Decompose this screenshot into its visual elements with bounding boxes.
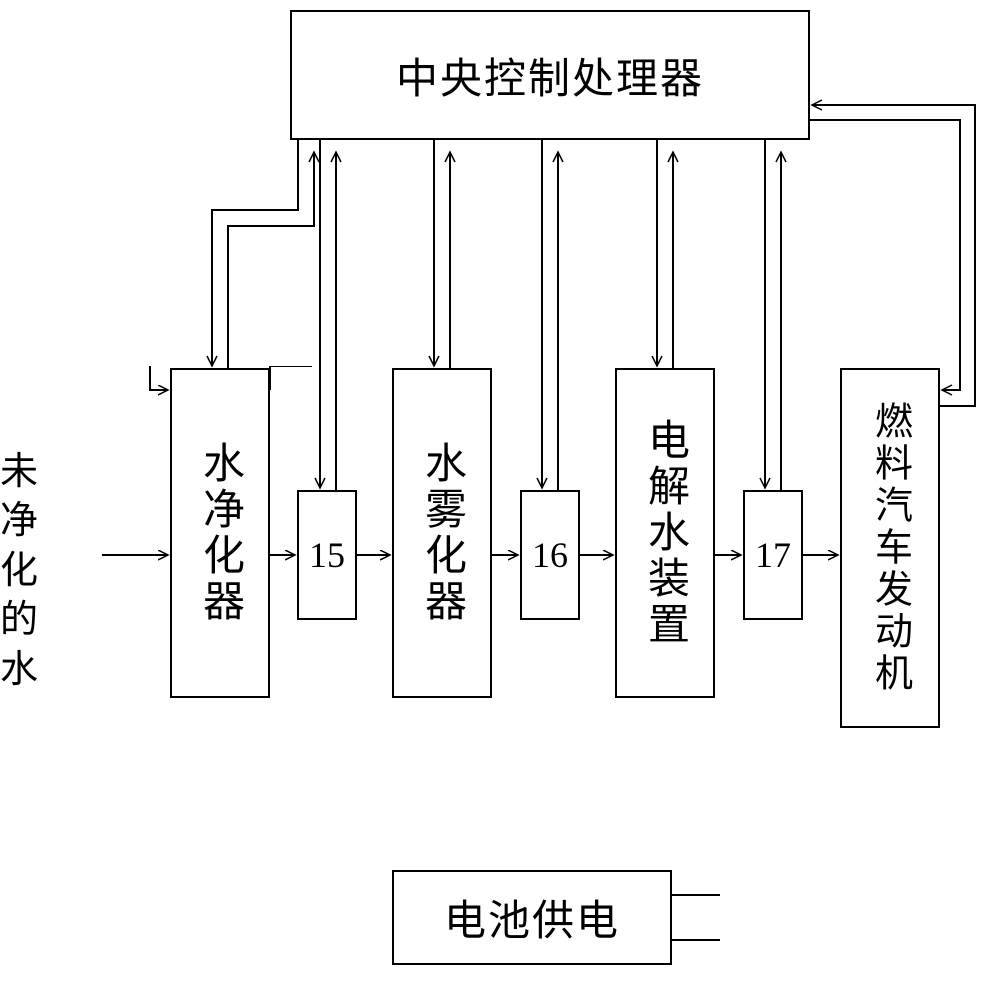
cpu-label: 中央控制处理器 — [396, 45, 704, 106]
engine-label: 燃料汽车发动机 — [863, 401, 918, 695]
engine-box: 燃料汽车发动机 — [840, 368, 940, 728]
input-label: 未净化的水 — [0, 448, 120, 695]
atomizer-box: 水雾化器 — [392, 368, 492, 698]
purifier-box: 水净化器 — [170, 368, 270, 698]
battery-label: 电池供电 — [444, 887, 620, 948]
purifier-label: 水净化器 — [190, 441, 251, 625]
atomizer-label: 水雾化器 — [412, 441, 473, 625]
electrolyzer-box: 电解水装置 — [615, 368, 715, 698]
cpu-box: 中央控制处理器 — [290, 10, 810, 140]
valve15-label: 15 — [309, 534, 345, 576]
electrolyzer-label: 电解水装置 — [635, 418, 696, 648]
valve16-label: 16 — [532, 534, 568, 576]
valve17-label: 17 — [755, 534, 791, 576]
battery-box: 电池供电 — [392, 870, 672, 965]
valve15-box: 15 — [297, 490, 357, 620]
valve16-box: 16 — [520, 490, 580, 620]
valve17-box: 17 — [743, 490, 803, 620]
